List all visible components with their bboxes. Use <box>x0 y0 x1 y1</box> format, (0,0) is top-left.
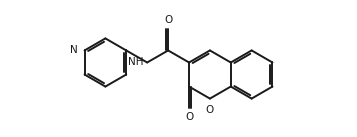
Text: O: O <box>185 112 193 122</box>
Text: O: O <box>164 15 172 25</box>
Text: N: N <box>70 45 78 55</box>
Text: O: O <box>206 105 214 115</box>
Text: NH: NH <box>129 58 144 68</box>
